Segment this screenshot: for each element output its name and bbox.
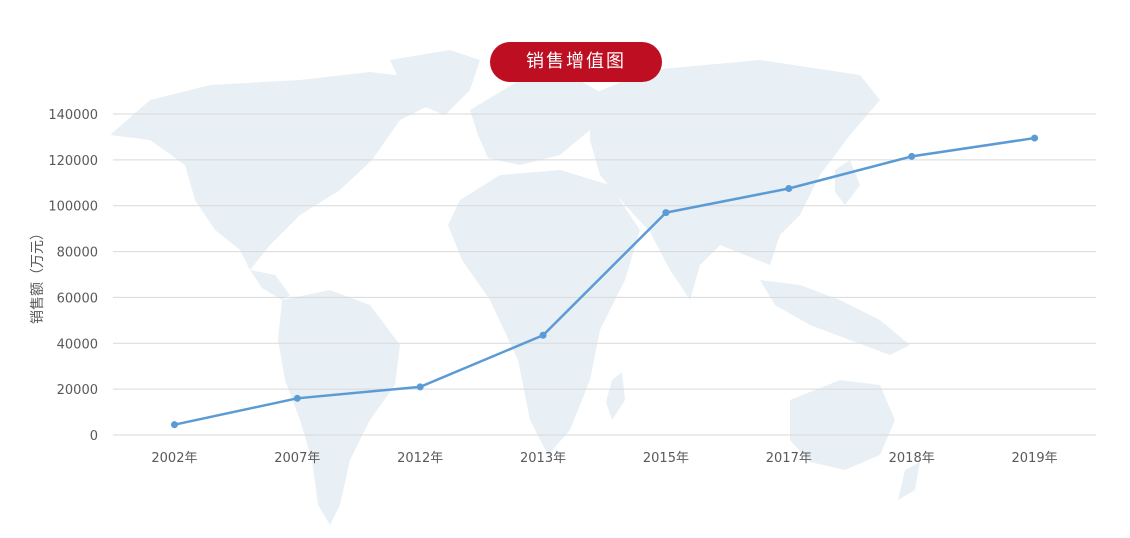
- data-point: [416, 383, 424, 391]
- x-axis-ticks: 2002年 2007年 2012年 2013年 2015年 2017年 2018年 2019年: [151, 451, 1057, 466]
- y-axis-ticks: 0 20000 40000 60000 80000 100000 120000 140000: [48, 108, 98, 444]
- y-tick-label: 100000: [48, 200, 98, 215]
- x-tick-label: 2019年: [1012, 451, 1058, 466]
- series-layer: [170, 134, 1039, 429]
- data-point: [293, 394, 301, 402]
- y-tick-label: 40000: [57, 337, 98, 352]
- data-point: [908, 152, 916, 160]
- y-tick-label: 120000: [48, 154, 98, 169]
- data-point: [1031, 134, 1039, 142]
- y-tick-label: 80000: [57, 246, 98, 261]
- x-tick-label: 2015年: [643, 451, 689, 466]
- x-tick-label: 2017年: [766, 451, 812, 466]
- y-tick-label: 0: [90, 429, 98, 444]
- chart-title-badge: 销售增值图: [490, 42, 662, 82]
- data-point: [170, 421, 178, 429]
- x-tick-label: 2007年: [274, 451, 320, 466]
- y-axis-title: 销售额（万元）: [30, 226, 46, 324]
- y-tick-label: 60000: [57, 291, 98, 306]
- data-point: [785, 185, 793, 193]
- series-line: [174, 136, 1035, 426]
- gridlines: [113, 113, 1096, 436]
- x-tick-label: 2012年: [397, 451, 443, 466]
- y-tick-label: 140000: [48, 108, 98, 123]
- data-point: [662, 209, 670, 217]
- data-point: [539, 331, 547, 339]
- y-tick-label: 20000: [57, 383, 98, 398]
- x-tick-label: 2013年: [520, 451, 566, 466]
- x-tick-label: 2002年: [151, 451, 197, 466]
- x-tick-label: 2018年: [889, 451, 935, 466]
